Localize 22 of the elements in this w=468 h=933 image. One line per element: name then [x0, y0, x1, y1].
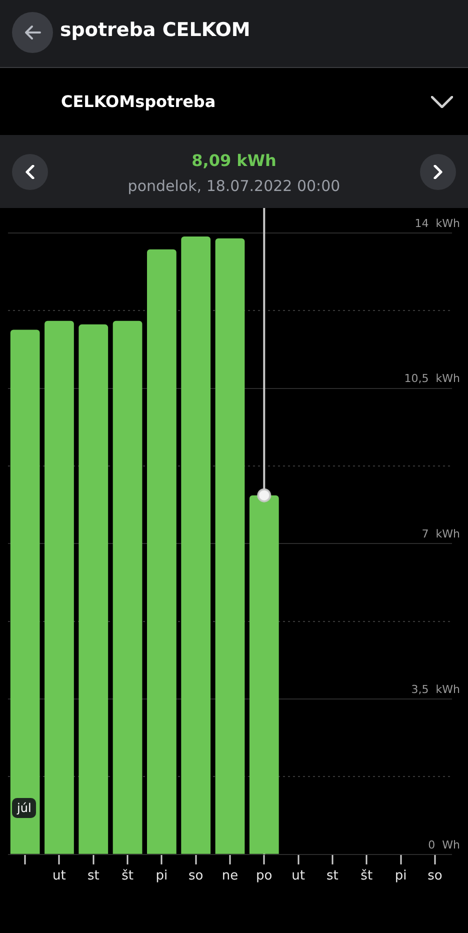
- x-tick-label: št: [360, 868, 373, 884]
- chart-title: spotreba CELKOM: [60, 19, 250, 41]
- x-tick-label: pi: [156, 868, 168, 884]
- x-tick-label: st: [326, 868, 338, 884]
- text: pondelok, 18.07.2022 00:00: [126, 177, 342, 195]
- x-tick-label: pi: [394, 868, 407, 884]
- x-tick-label: ut: [292, 868, 305, 884]
- y-tick-label: 3,5 kWh: [411, 682, 460, 696]
- x-tick-label: so: [188, 868, 204, 884]
- annotation: júl: [12, 798, 36, 818]
- x-tick-label: so: [428, 868, 442, 884]
- y-tick-label: 7 kWh: [422, 528, 460, 541]
- x-tick-label: št: [122, 868, 134, 884]
- x-tick-label: ne: [222, 868, 238, 884]
- chart-subtitle: CELKOMspotreba: [61, 92, 216, 111]
- x-tick-label: st: [87, 868, 100, 884]
- y-tick-label: 0 Wh: [428, 838, 460, 852]
- text: 8,09 kWh: [190, 151, 278, 170]
- x-tick-label: ut: [52, 868, 66, 884]
- x-tick-label: po: [256, 868, 272, 884]
- y-tick-label: 10,5 kWh: [404, 372, 460, 386]
- y-tick-label: 14 kWh: [414, 216, 460, 230]
